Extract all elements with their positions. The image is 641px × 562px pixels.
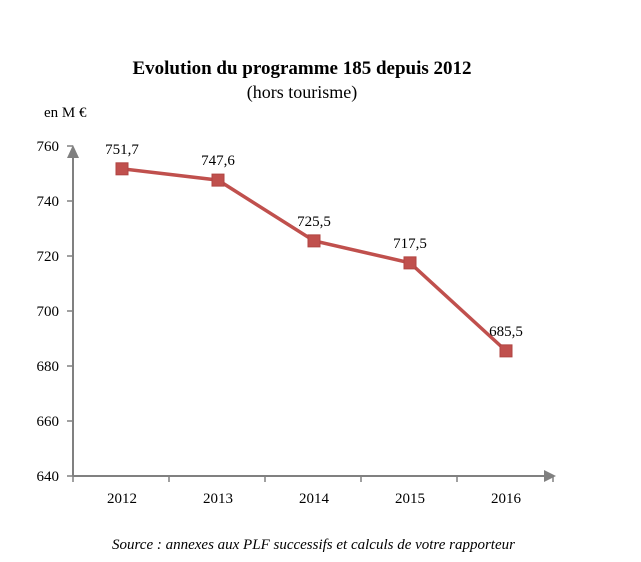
y-tick-label: 640 <box>37 469 60 485</box>
y-tick-label: 700 <box>37 304 60 320</box>
source-note: Source : annexes aux PLF successifs et c… <box>112 537 515 553</box>
y-axis-arrow <box>67 145 79 158</box>
x-tick-label: 2016 <box>491 491 522 507</box>
data-point-marker <box>403 256 417 270</box>
series-line <box>121 167 508 353</box>
data-point-marker <box>211 173 225 187</box>
y-tick-label: 720 <box>37 249 60 265</box>
y-axis-unit-label: en M € <box>44 105 87 121</box>
data-label: 685,5 <box>489 324 523 340</box>
data-point-marker <box>115 162 129 176</box>
data-label: 751,7 <box>105 142 139 158</box>
data-label: 747,6 <box>201 153 235 169</box>
x-tick-label: 2012 <box>107 491 137 507</box>
y-tick-label: 660 <box>37 414 60 430</box>
y-tick-label: 740 <box>37 194 60 210</box>
data-point-marker <box>307 234 321 248</box>
chart-subtitle: (hors tourisme) <box>246 82 358 102</box>
data-label: 725,5 <box>297 214 331 230</box>
y-tick-label: 760 <box>37 139 60 155</box>
data-label: 717,5 <box>393 236 427 252</box>
data-point-marker <box>499 344 513 358</box>
x-tick-label: 2013 <box>203 491 233 507</box>
x-tick-label: 2014 <box>299 491 330 507</box>
chart-title: Evolution du programme 185 depuis 2012 <box>132 58 472 79</box>
x-tick-label: 2015 <box>395 491 425 507</box>
y-tick-label: 680 <box>37 359 60 375</box>
x-axis-arrow <box>544 470 556 482</box>
